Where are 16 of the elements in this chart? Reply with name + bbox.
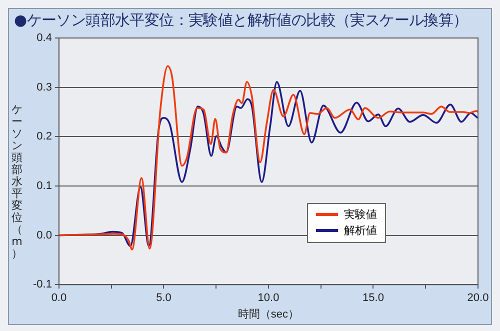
legend-label: 実験値 (344, 207, 377, 222)
x-tick-label: 5.0 (156, 292, 172, 304)
y-tick-label: -0.1 (32, 278, 52, 291)
y-tick-label: 0.2 (36, 130, 52, 143)
y-tick-label: 0.0 (36, 229, 52, 242)
y-tick-label: 0.3 (36, 81, 52, 94)
x-axis-title: 時間（sec） (238, 307, 300, 320)
x-tick-label: 20.0 (467, 292, 489, 304)
chart-title: ●ケーソン頭部水平変位：実験値と解析値の比較（実スケール換算） (14, 11, 468, 30)
x-tick-label: 15.0 (362, 292, 384, 304)
x-tick-label: 10.0 (258, 292, 280, 304)
x-tick-label: 0.0 (51, 292, 67, 304)
legend-label: 解析値 (344, 223, 377, 238)
y-tick-label: 0.4 (36, 32, 52, 44)
text: ケーソン頭部水平変位（m） (12, 103, 22, 260)
y-tick-label: 0.1 (36, 180, 52, 192)
